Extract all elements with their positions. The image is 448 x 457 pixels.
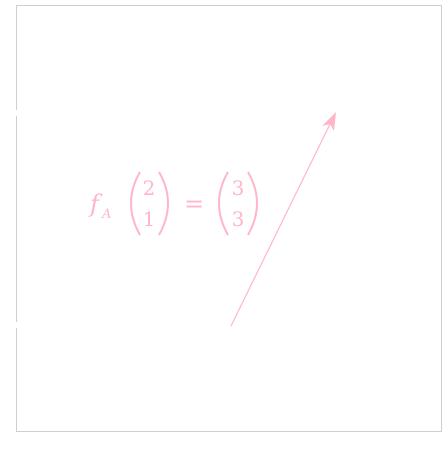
frame-notch-top: [14, 110, 20, 116]
input-left-paren: [130, 171, 141, 236]
input-vector-entry-2: 1: [143, 207, 156, 231]
input-right-paren: [158, 171, 169, 236]
equation: f A 2 1 = 3 3: [88, 171, 258, 236]
output-vector-entry-2: 3: [232, 207, 245, 231]
output-right-paren: [247, 171, 258, 236]
arrow-head: [322, 112, 336, 131]
output-vector-entry-1: 3: [232, 176, 245, 200]
function-symbol: f: [88, 190, 103, 218]
diagram-frame: [16, 5, 442, 432]
vector-arrow: [230, 112, 336, 327]
arrow-shaft: [230, 119, 333, 327]
frame-notch-bottom: [14, 322, 20, 328]
input-vector-entry-1: 2: [143, 176, 156, 200]
function-subscript: A: [101, 207, 111, 222]
output-left-paren: [218, 171, 229, 236]
equals-sign: =: [184, 190, 204, 218]
